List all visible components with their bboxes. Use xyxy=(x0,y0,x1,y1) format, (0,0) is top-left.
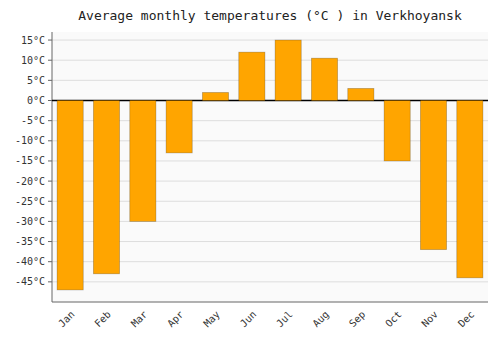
y-tick-label: -45°C xyxy=(15,276,45,287)
bar xyxy=(202,92,228,100)
grid-line xyxy=(52,60,488,61)
grid-line xyxy=(52,40,488,41)
x-tick-label: Oct xyxy=(383,309,404,330)
y-tick xyxy=(48,60,52,61)
bar xyxy=(275,40,301,100)
y-tick-label: -40°C xyxy=(15,256,45,267)
y-tick-label: 0°C xyxy=(27,95,45,106)
x-tick-label: Dec xyxy=(456,309,477,330)
y-tick-label: 15°C xyxy=(21,35,45,46)
y-tick xyxy=(48,261,52,262)
y-tick xyxy=(48,40,52,41)
y-tick-label: -5°C xyxy=(21,115,45,126)
y-tick xyxy=(48,160,52,161)
bar xyxy=(93,101,119,274)
y-tick-label: 5°C xyxy=(27,75,45,86)
y-tick xyxy=(48,221,52,222)
x-tick-label: Jan xyxy=(56,309,77,330)
grid-line xyxy=(52,80,488,81)
bar xyxy=(348,88,374,100)
y-tick xyxy=(48,181,52,182)
x-tick-label: Feb xyxy=(92,309,113,330)
y-tick xyxy=(48,100,52,101)
y-tick-label: -15°C xyxy=(15,155,45,166)
bar xyxy=(420,101,446,250)
bar xyxy=(384,101,410,161)
bar xyxy=(239,52,265,100)
x-tick-label: May xyxy=(201,309,222,330)
y-tick-label: -20°C xyxy=(15,176,45,187)
chart: Average monthly temperatures (°C ) in Ve… xyxy=(0,0,500,350)
title: Average monthly temperatures (°C ) in Ve… xyxy=(78,8,462,23)
x-tick-label: Sep xyxy=(347,309,368,330)
bar xyxy=(457,101,483,278)
x-tick-label: Mar xyxy=(129,309,150,330)
x-tick-label: Apr xyxy=(165,309,186,330)
y-axis-line xyxy=(52,32,53,302)
bar xyxy=(130,101,156,222)
bar xyxy=(166,101,192,153)
y-tick xyxy=(48,120,52,121)
y-tick xyxy=(48,241,52,242)
x-tick-label: Nov xyxy=(419,309,440,330)
y-tick-label: -35°C xyxy=(15,236,45,247)
bar xyxy=(311,58,337,100)
y-tick-label: -25°C xyxy=(15,196,45,207)
x-tick-label: Aug xyxy=(310,309,331,330)
x-tick-label: Jul xyxy=(274,309,295,330)
y-tick-label: -30°C xyxy=(15,216,45,227)
y-tick xyxy=(48,281,52,282)
plot-background xyxy=(52,32,488,302)
y-tick-label: -10°C xyxy=(15,135,45,146)
y-tick xyxy=(48,201,52,202)
bar xyxy=(57,101,83,290)
y-tick xyxy=(48,80,52,81)
x-axis-line xyxy=(52,302,488,303)
y-tick xyxy=(48,140,52,141)
y-tick-label: 10°C xyxy=(21,55,45,66)
x-tick-label: Jun xyxy=(238,309,259,330)
grid-line xyxy=(52,281,488,282)
